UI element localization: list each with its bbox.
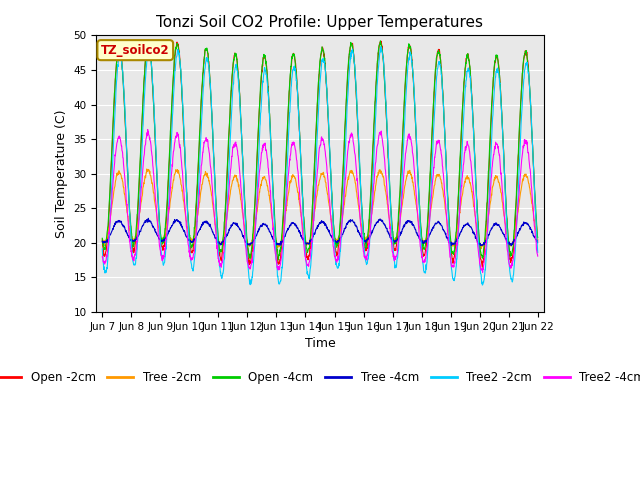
Tree2 -2cm	[195, 171, 203, 177]
Open -2cm	[99, 238, 106, 243]
Tree -2cm	[143, 166, 150, 172]
Tree -2cm	[477, 246, 485, 252]
Open -4cm	[185, 219, 193, 225]
Tree -4cm	[244, 241, 252, 247]
Tree -4cm	[99, 239, 106, 244]
Open -4cm	[275, 257, 282, 263]
Open -2cm	[444, 196, 452, 202]
Legend: Open -2cm, Tree -2cm, Open -4cm, Tree -4cm, Tree2 -2cm, Tree2 -4cm: Open -2cm, Tree -2cm, Open -4cm, Tree -4…	[0, 367, 640, 389]
Tree -4cm	[387, 235, 395, 241]
Tree2 -4cm	[185, 245, 193, 251]
Tree2 -2cm	[377, 44, 385, 49]
Open -2cm	[483, 218, 490, 224]
Tree2 -4cm	[244, 261, 252, 267]
Tree2 -2cm	[534, 250, 541, 255]
Tree -4cm	[444, 234, 452, 240]
Text: TZ_soilco2: TZ_soilco2	[101, 44, 170, 57]
Open -2cm	[534, 238, 541, 244]
Open -2cm	[387, 210, 395, 216]
Tree -2cm	[483, 227, 490, 233]
Tree -2cm	[196, 200, 204, 205]
Tree -2cm	[444, 223, 452, 229]
Tree2 -4cm	[479, 269, 486, 275]
Tree2 -4cm	[99, 254, 106, 260]
Open -4cm	[99, 235, 106, 241]
Line: Open -2cm: Open -2cm	[102, 40, 538, 267]
Tree -4cm	[534, 240, 541, 246]
Tree -2cm	[99, 236, 106, 242]
Open -4cm	[444, 201, 452, 206]
Tree2 -2cm	[185, 228, 193, 234]
Line: Tree2 -4cm: Tree2 -4cm	[102, 130, 538, 272]
Open -4cm	[387, 210, 395, 216]
Tree -4cm	[196, 227, 204, 233]
Tree -4cm	[145, 216, 152, 221]
X-axis label: Time: Time	[305, 337, 335, 350]
Open -4cm	[244, 244, 252, 250]
Open -2cm	[196, 141, 204, 146]
Tree2 -4cm	[534, 253, 541, 259]
Tree2 -4cm	[444, 231, 452, 237]
Y-axis label: Soil Temperature (C): Soil Temperature (C)	[55, 109, 68, 238]
Tree2 -2cm	[479, 282, 486, 288]
Tree2 -2cm	[99, 246, 106, 252]
Open -2cm	[185, 230, 193, 236]
Tree2 -4cm	[144, 127, 152, 132]
Tree -2cm	[534, 236, 541, 242]
Open -4cm	[483, 208, 490, 214]
Line: Tree -2cm: Tree -2cm	[102, 169, 538, 249]
Tree -4cm	[477, 243, 485, 249]
Tree -4cm	[185, 238, 193, 243]
Tree -2cm	[244, 241, 252, 247]
Tree2 -2cm	[387, 209, 395, 215]
Line: Open -4cm: Open -4cm	[102, 41, 538, 260]
Open -2cm	[244, 254, 252, 260]
Open -2cm	[479, 264, 486, 270]
Tree -2cm	[387, 227, 395, 232]
Open -4cm	[534, 235, 541, 240]
Open -4cm	[376, 38, 384, 44]
Tree -2cm	[185, 231, 193, 237]
Tree2 -2cm	[244, 261, 252, 266]
Line: Tree -4cm: Tree -4cm	[102, 218, 538, 246]
Tree -4cm	[483, 237, 490, 242]
Open -4cm	[195, 143, 203, 148]
Title: Tonzi Soil CO2 Profile: Upper Temperatures: Tonzi Soil CO2 Profile: Upper Temperatur…	[157, 15, 483, 30]
Open -2cm	[144, 37, 152, 43]
Tree2 -2cm	[483, 248, 490, 254]
Line: Tree2 -2cm: Tree2 -2cm	[102, 47, 538, 285]
Tree2 -2cm	[444, 201, 452, 206]
Tree2 -4cm	[196, 191, 204, 196]
Tree2 -4cm	[387, 235, 395, 241]
Tree2 -4cm	[483, 237, 490, 242]
